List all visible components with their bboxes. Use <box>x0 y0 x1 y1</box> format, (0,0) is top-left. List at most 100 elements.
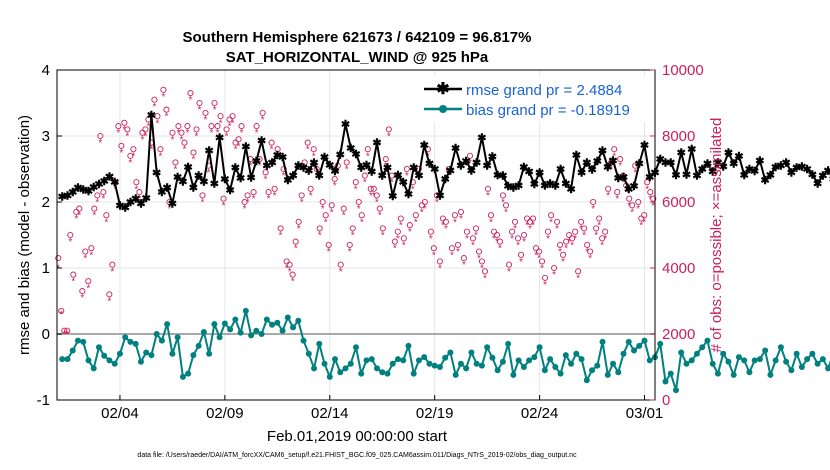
bias-point <box>814 360 821 367</box>
obs-possible-point <box>412 212 419 219</box>
obs-assimilated-point: * <box>540 264 544 275</box>
bias-point <box>573 350 580 357</box>
obs-assimilated-point: * <box>207 168 211 179</box>
obs-assimilated-point: * <box>327 247 331 258</box>
obs-assimilated-point: * <box>170 135 174 146</box>
obs-assimilated-point: * <box>372 191 376 202</box>
bias-point <box>373 365 380 372</box>
obs-assimilated-point: * <box>378 211 382 222</box>
bias-point <box>620 350 627 357</box>
obs-possible-point <box>265 189 272 196</box>
obs-possible-point <box>439 215 446 222</box>
obs-possible-point <box>557 241 564 248</box>
obs-assimilated-point: * <box>288 267 292 278</box>
bias-point <box>589 367 596 374</box>
bias-point <box>332 356 339 363</box>
y-right-tick-label: 4000 <box>662 260 695 277</box>
obs-possible-point <box>274 146 281 153</box>
obs-assimilated-point: * <box>348 247 352 258</box>
rmse-point: ✱ <box>750 166 759 178</box>
obs-possible-point <box>563 238 570 245</box>
rmse-point: ✱ <box>509 182 518 194</box>
obs-possible-point <box>304 139 311 146</box>
obs-assimilated-point: * <box>282 171 286 182</box>
obs-possible-point <box>229 113 236 120</box>
rmse-point: ✱ <box>577 167 586 179</box>
obs-assimilated-point: * <box>642 217 646 228</box>
obs-assimilated-point: * <box>576 273 580 284</box>
rmse-point: ✱ <box>63 190 72 202</box>
rmse-point: ✱ <box>425 159 434 171</box>
obs-possible-point <box>493 231 501 239</box>
bias-point <box>358 370 365 377</box>
obs-assimilated-point: * <box>219 118 223 129</box>
plot-frame <box>56 69 656 401</box>
obs-possible-point <box>391 238 398 245</box>
obs-possible-point <box>647 189 654 196</box>
obs-possible-point <box>184 123 191 130</box>
y-tick-label: 1 <box>42 260 50 277</box>
bias-point <box>221 320 228 327</box>
obs-assimilated-point: * <box>279 231 283 242</box>
rmse-point: ✱ <box>147 110 156 122</box>
bias-point <box>64 356 71 363</box>
bias-point <box>510 371 517 378</box>
bias-point <box>478 362 485 369</box>
rmse-point: ✱ <box>205 146 214 158</box>
bias-point <box>515 357 522 364</box>
obs-assimilated-point: * <box>468 158 472 169</box>
rmse-point: ✱ <box>409 163 418 175</box>
obs-assimilated-point: * <box>180 135 184 146</box>
rmse-line <box>62 114 830 209</box>
rmse-point: ✱ <box>94 179 103 191</box>
bias-point <box>190 352 197 359</box>
obs-possible-point <box>151 96 158 103</box>
obs-possible-point <box>584 241 591 248</box>
obs-assimilated-point: * <box>183 145 187 156</box>
obs-possible-point <box>358 212 365 219</box>
rmse-point: ✱ <box>719 161 728 173</box>
rmse-point: ✱ <box>173 172 182 184</box>
obs-possible-point <box>190 149 197 156</box>
obs-possible-point <box>82 248 89 255</box>
obs-possible-point <box>331 175 338 182</box>
obs-possible-point <box>448 245 455 252</box>
rmse-point: ✱ <box>357 163 366 175</box>
obs-possible-point <box>121 119 128 126</box>
bias-point <box>132 340 139 347</box>
rmse-point: ✱ <box>84 186 93 198</box>
obs-possible-point <box>94 192 101 199</box>
obs-assimilated-point: * <box>408 227 412 238</box>
obs-assimilated-point: * <box>543 280 547 291</box>
obs-assimilated-point: * <box>74 214 78 225</box>
obs-assimilated-point: * <box>627 201 631 212</box>
bias-point <box>337 369 344 376</box>
bias-point <box>206 350 213 357</box>
bias-point <box>137 358 144 365</box>
obs-assimilated-point: * <box>600 240 604 251</box>
obs-assimilated-point: * <box>591 204 595 215</box>
obs-assimilated-point: * <box>318 231 322 242</box>
bias-point <box>783 358 790 365</box>
rmse-point: ✱ <box>225 185 234 197</box>
obs-assimilated-point: * <box>633 168 637 179</box>
rmse-point: ✱ <box>761 175 770 187</box>
bias-point <box>237 329 244 336</box>
bias-point <box>216 334 223 341</box>
obs-possible-point <box>367 185 374 192</box>
obs-assimilated-point: * <box>113 184 117 195</box>
obs-assimilated-point: * <box>492 234 496 245</box>
rmse-point: ✱ <box>818 171 827 183</box>
obs-possible-point <box>337 261 344 268</box>
obs-possible-point <box>64 327 71 334</box>
bias-point <box>610 360 617 367</box>
obs-possible-point <box>253 123 260 130</box>
rmse-point: ✱ <box>692 171 701 183</box>
obs-assimilated-point: * <box>477 254 481 265</box>
obs-possible-point <box>421 198 428 206</box>
rmse-point: ✱ <box>220 174 229 186</box>
bias-point <box>69 347 76 354</box>
rmse-point: ✱ <box>341 119 350 131</box>
obs-assimilated-point: * <box>158 151 162 162</box>
obs-assimilated-point: * <box>624 188 628 199</box>
